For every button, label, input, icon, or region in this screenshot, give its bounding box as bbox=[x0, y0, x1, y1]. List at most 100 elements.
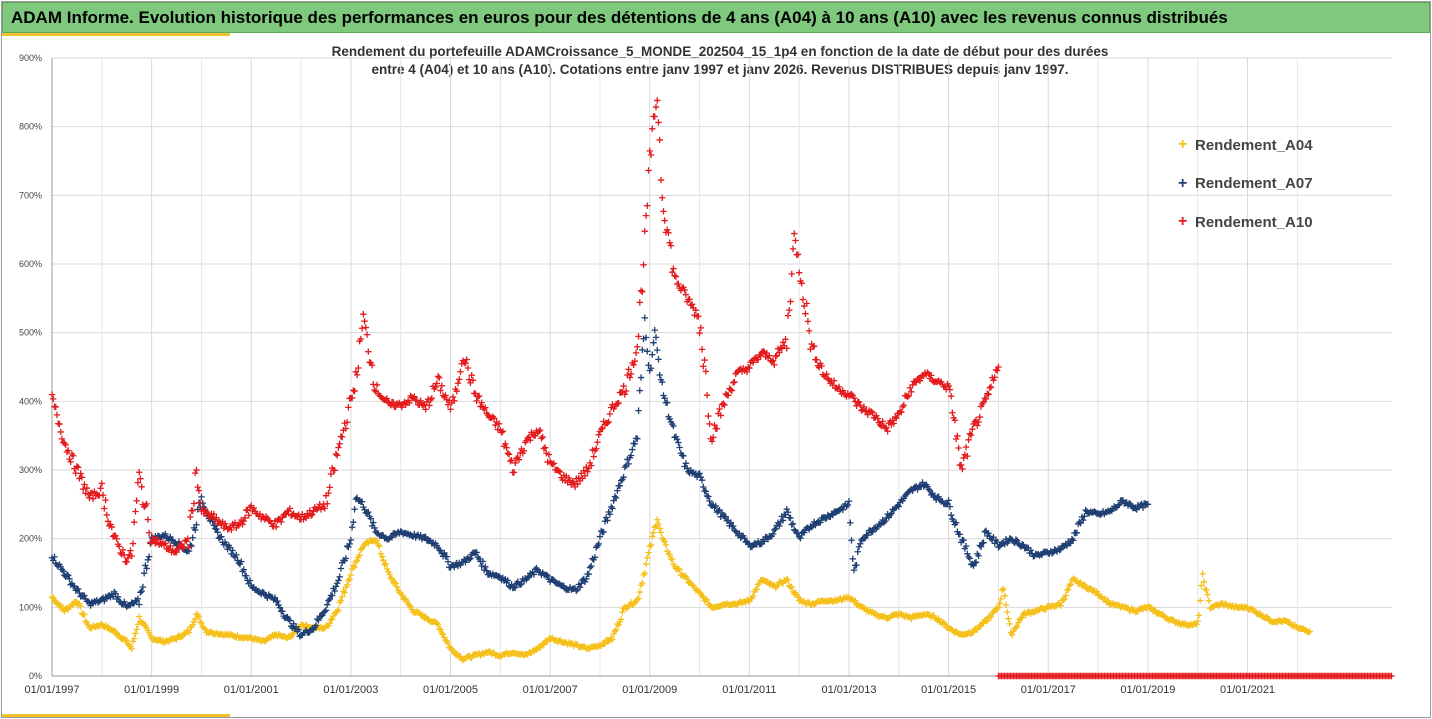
marker-rendement-a04 bbox=[1015, 619, 1022, 626]
marker-rendement-a07 bbox=[358, 498, 366, 505]
marker-rendement-a07 bbox=[229, 547, 236, 554]
marker-rendement-a07 bbox=[839, 506, 846, 513]
marker-rendement-a04 bbox=[337, 597, 345, 604]
marker-rendement-a04 bbox=[1204, 591, 1211, 598]
marker-rendement-a07 bbox=[617, 477, 625, 484]
marker-rendement-a07 bbox=[652, 334, 660, 341]
marker-rendement-a07 bbox=[869, 528, 876, 536]
marker-rendement-a07 bbox=[771, 526, 778, 534]
marker-rendement-a04 bbox=[1093, 588, 1101, 595]
marker-rendement-a10 bbox=[512, 459, 519, 467]
marker-rendement-a10 bbox=[81, 481, 88, 488]
marker-rendement-a10 bbox=[637, 287, 645, 294]
marker-rendement-a07 bbox=[342, 555, 350, 562]
marker-rendement-a10 bbox=[946, 386, 954, 393]
marker-rendement-a07 bbox=[240, 566, 247, 573]
marker-rendement-a10 bbox=[796, 269, 803, 276]
marker-rendement-a07 bbox=[1144, 501, 1152, 508]
marker-rendement-a10 bbox=[965, 436, 972, 443]
marker-rendement-a04 bbox=[380, 557, 387, 564]
marker-rendement-a10 bbox=[478, 399, 485, 406]
marker-rendement-a10 bbox=[398, 404, 406, 411]
marker-rendement-a10 bbox=[626, 374, 634, 381]
marker-rendement-a10 bbox=[53, 411, 61, 419]
marker-rendement-a04 bbox=[77, 603, 84, 610]
marker-rendement-a10 bbox=[818, 362, 825, 370]
marker-rendement-a10 bbox=[990, 377, 997, 384]
marker-rendement-a04 bbox=[1062, 592, 1069, 599]
marker-rendement-a10 bbox=[482, 404, 489, 411]
marker-rendement-a04 bbox=[675, 565, 682, 572]
marker-rendement-a10 bbox=[698, 346, 706, 353]
marker-rendement-a04 bbox=[196, 618, 204, 626]
marker-rendement-a07 bbox=[649, 351, 656, 358]
marker-rendement-a10 bbox=[103, 511, 110, 519]
marker-rendement-a07 bbox=[960, 537, 967, 544]
marker-rendement-a10 bbox=[112, 532, 119, 540]
marker-rendement-a10 bbox=[86, 494, 93, 502]
marker-rendement-a07 bbox=[849, 555, 856, 563]
marker-rendement-a10 bbox=[502, 440, 509, 447]
marker-rendement-a04 bbox=[533, 646, 540, 653]
marker-rendement-a07 bbox=[144, 556, 152, 563]
marker-rendement-a10 bbox=[447, 406, 454, 413]
marker-rendement-a10 bbox=[556, 468, 564, 476]
marker-rendement-a04 bbox=[189, 621, 196, 628]
marker-rendement-a10 bbox=[794, 251, 802, 258]
marker-rendement-a04 bbox=[651, 524, 658, 531]
marker-rendement-a07 bbox=[1012, 536, 1020, 543]
marker-rendement-a10 bbox=[646, 147, 653, 155]
marker-rendement-a10 bbox=[670, 265, 677, 272]
marker-rendement-a07 bbox=[787, 514, 794, 522]
marker-rendement-a07 bbox=[947, 511, 955, 519]
marker-rendement-a07 bbox=[218, 533, 225, 540]
marker-rendement-a07 bbox=[246, 577, 254, 584]
marker-rendement-a10 bbox=[490, 415, 498, 422]
marker-rendement-a07 bbox=[1048, 550, 1056, 557]
marker-rendement-a04 bbox=[185, 629, 193, 636]
marker-rendement-a07 bbox=[1114, 502, 1122, 509]
marker-rendement-a07 bbox=[66, 575, 73, 583]
marker-rendement-a10 bbox=[520, 447, 528, 455]
marker-rendement-a07 bbox=[363, 509, 371, 517]
marker-rendement-a07 bbox=[139, 583, 147, 591]
marker-rendement-a10 bbox=[515, 456, 523, 463]
x-tick-label: 01/01/2013 bbox=[821, 684, 876, 696]
marker-rendement-a07 bbox=[129, 600, 137, 607]
marker-rendement-a10 bbox=[462, 359, 469, 367]
marker-rendement-a04 bbox=[132, 630, 139, 637]
marker-rendement-a10 bbox=[525, 433, 533, 441]
marker-rendement-a10 bbox=[757, 352, 764, 359]
marker-rendement-a10 bbox=[884, 428, 891, 435]
marker-rendement-a07 bbox=[854, 548, 861, 555]
marker-rendement-a07 bbox=[945, 497, 952, 504]
marker-rendement-a10 bbox=[456, 376, 463, 383]
marker-rendement-a10 bbox=[468, 372, 475, 379]
marker-rendement-a04 bbox=[406, 602, 413, 609]
marker-rendement-a07 bbox=[727, 519, 734, 526]
marker-rendement-a07 bbox=[345, 543, 352, 551]
marker-rendement-a04 bbox=[1205, 597, 1213, 604]
marker-rendement-a10 bbox=[652, 103, 660, 111]
marker-rendement-a07 bbox=[924, 483, 931, 490]
marker-rendement-a07 bbox=[935, 493, 942, 500]
marker-rendement-a04 bbox=[683, 575, 691, 583]
marker-rendement-a10 bbox=[228, 526, 235, 534]
marker-rendement-a04 bbox=[1001, 592, 1008, 600]
y-tick-label: 800% bbox=[19, 122, 42, 132]
marker-rendement-a04 bbox=[381, 561, 388, 568]
marker-rendement-a10 bbox=[160, 541, 168, 548]
marker-rendement-a07 bbox=[114, 593, 122, 601]
marker-rendement-a10 bbox=[272, 523, 280, 531]
marker-rendement-a04 bbox=[605, 637, 612, 645]
marker-rendement-a10 bbox=[162, 540, 169, 547]
marker-rendement-a10 bbox=[480, 405, 488, 413]
marker-rendement-a10 bbox=[569, 478, 576, 485]
marker-rendement-a10 bbox=[642, 212, 650, 219]
marker-rendement-a10 bbox=[451, 397, 458, 404]
marker-rendement-a10 bbox=[964, 452, 971, 460]
marker-rendement-a04 bbox=[378, 553, 386, 560]
marker-rendement-a07 bbox=[606, 511, 614, 518]
marker-rendement-a04 bbox=[192, 615, 199, 623]
marker-rendement-a10 bbox=[982, 395, 990, 403]
